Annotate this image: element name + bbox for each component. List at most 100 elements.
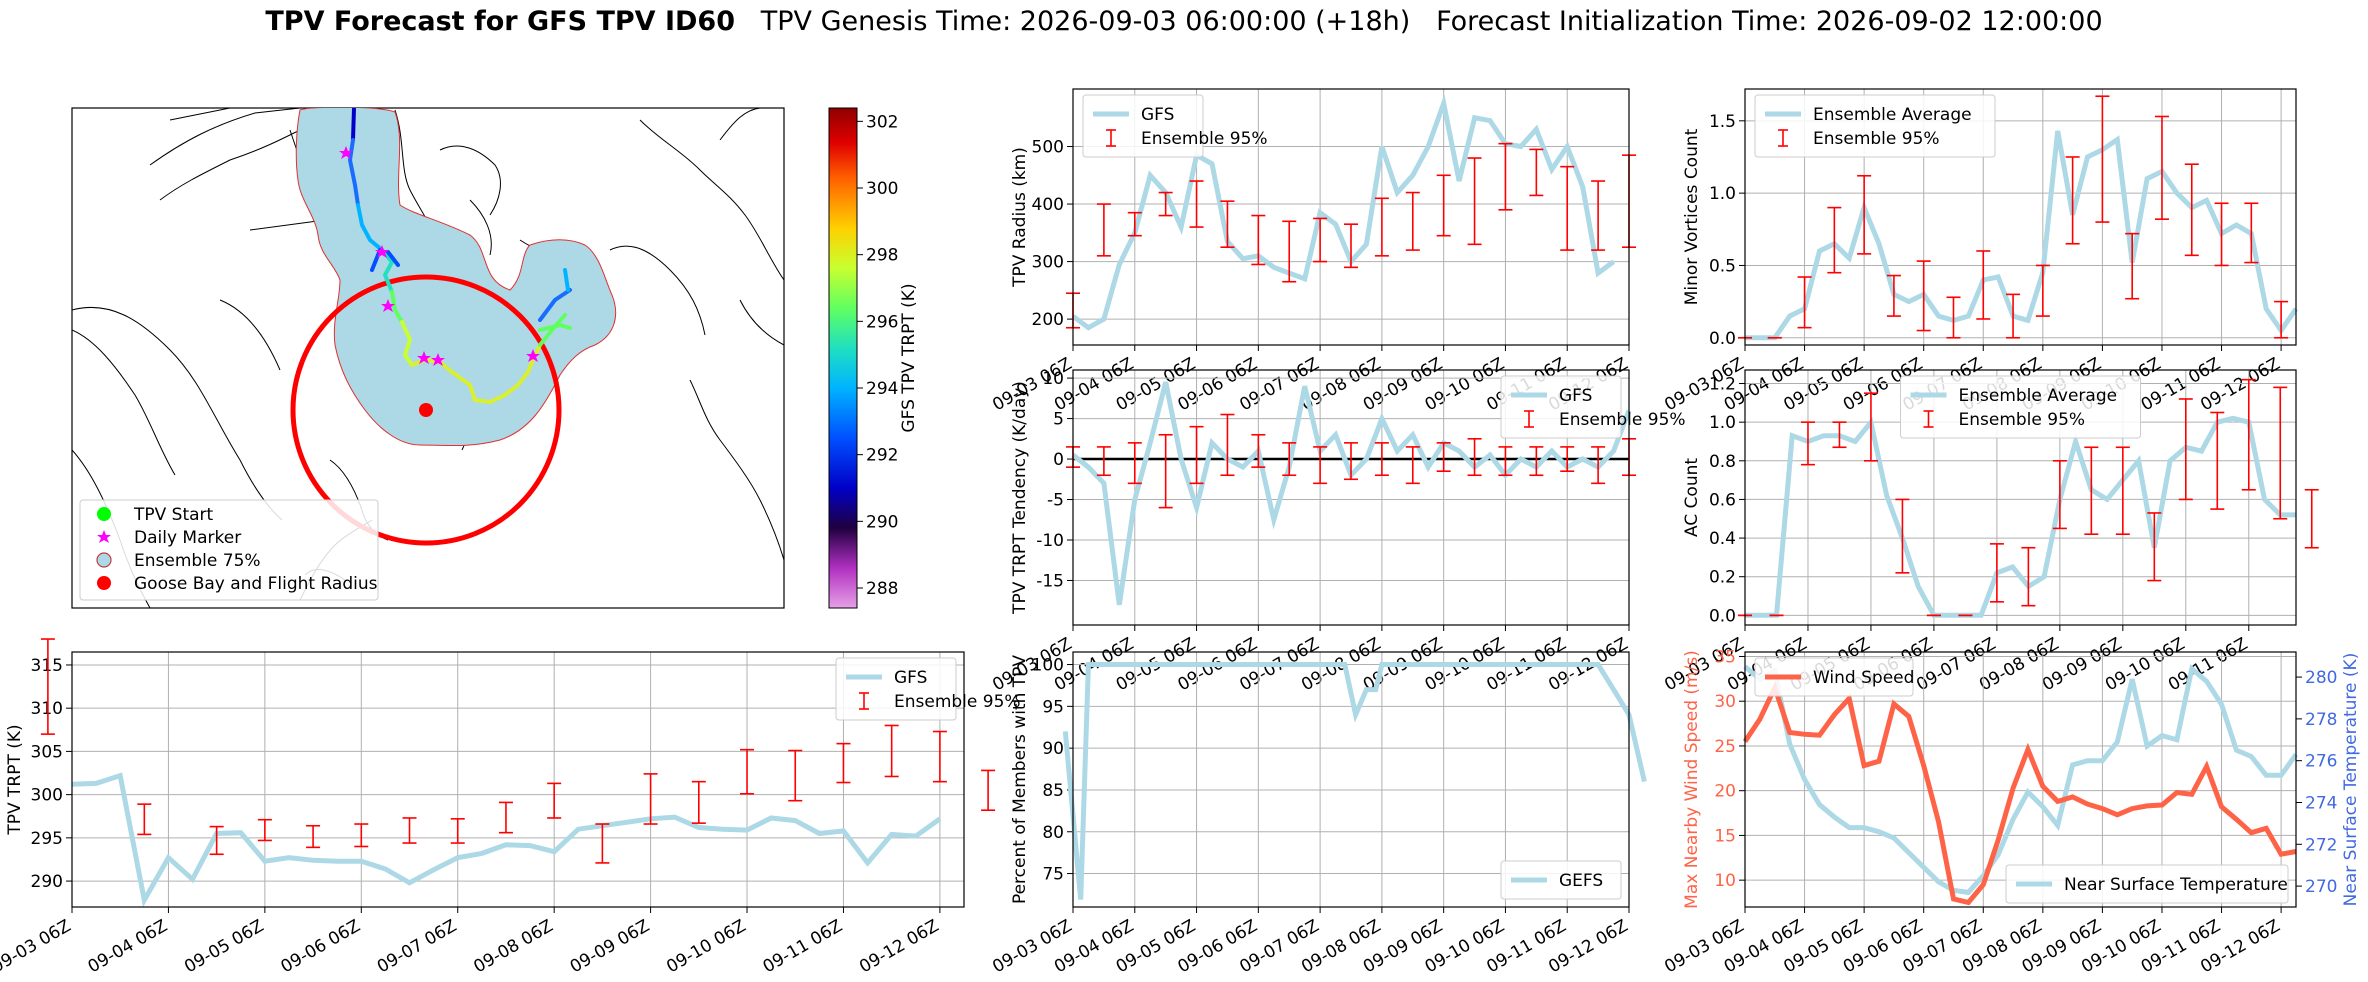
- x-tick-label: 09-07 06Z: [374, 916, 460, 977]
- y-tick-label: 1.0: [1709, 413, 1736, 433]
- ensemble-errorbar: [1405, 191, 1420, 251]
- ensemble-errorbar: [1127, 211, 1142, 237]
- axes-frame: [71, 651, 965, 908]
- ensemble-errorbar: [2154, 115, 2169, 220]
- ensemble-errorbar: [1096, 446, 1111, 477]
- chart-legend: Wind Speed: [1754, 657, 1914, 697]
- axes-frame: [1072, 369, 1630, 626]
- ensemble-errorbar: [1436, 442, 1451, 472]
- x-tick-label: 09-06 06Z: [278, 916, 364, 977]
- y-tick-label: 0.8: [1709, 452, 1736, 472]
- y-axis-label: TPV TRPT Tendency (K/day): [1010, 381, 1030, 615]
- legend-label: Ensemble Average: [1813, 105, 1972, 125]
- ensemble-errorbar: [643, 773, 658, 825]
- ensemble-errorbar: [137, 803, 152, 836]
- series-line-ac: [1745, 415, 2296, 618]
- ensemble-errorbar: [547, 782, 562, 819]
- ensemble-errorbar: [1282, 442, 1297, 477]
- ensemble-errorbar: [1344, 223, 1358, 269]
- axes-frame: [1744, 651, 2297, 908]
- legend-label-ensemble: Ensemble 75%: [134, 551, 261, 571]
- legend-label-daily: Daily Marker: [134, 528, 241, 548]
- ensemble-errorbar: [402, 817, 417, 844]
- ensemble-errorbar: [1976, 250, 1991, 320]
- y2-tick-label: 274: [2305, 793, 2337, 813]
- y-tick-label: 1.5: [1709, 112, 1736, 132]
- legend-label: Ensemble 95%: [1813, 129, 1940, 149]
- daily-marker-star: [381, 299, 395, 312]
- ensemble-errorbar: [2052, 459, 2067, 530]
- y-tick-label: 0.6: [1709, 490, 1736, 510]
- y-tick-label: 1.2: [1709, 375, 1736, 395]
- y-tick-label: -10: [1036, 531, 1064, 551]
- ensemble-errorbar: [1827, 206, 1842, 274]
- map-content: [72, 108, 784, 608]
- ensemble-errorbar: [691, 780, 706, 824]
- y-tick-label: 400: [1032, 195, 1064, 215]
- y-axis-label: Percent of Members with TPV: [1010, 655, 1030, 904]
- ensemble-errorbar: [1405, 446, 1420, 485]
- ensemble-errorbar: [40, 638, 55, 735]
- y-tick-label: 95: [1042, 697, 1064, 717]
- x-tick-label: 09-10 06Z: [663, 916, 749, 977]
- colorbar-ticks: 288 290 292 294 296 298 300 302: [857, 112, 898, 599]
- ensemble-errorbar: [1436, 174, 1451, 237]
- ensemble-errorbar: [2178, 398, 2193, 501]
- ensemble-errorbar: [354, 823, 369, 848]
- daily-markers: [339, 146, 540, 366]
- legend-start-marker: [97, 507, 111, 521]
- y2-tick-label: 278: [2305, 710, 2337, 730]
- ensemble-errorbar: [1797, 276, 1812, 329]
- ensemble-errorbar: [1498, 446, 1513, 477]
- ensemble-errorbar: [1313, 446, 1328, 485]
- y2-tick-label: 270: [2305, 877, 2337, 897]
- legend-label-start: TPV Start: [133, 505, 214, 525]
- y-tick-label: 290: [31, 872, 63, 892]
- legend-ensemble-marker: [96, 552, 112, 568]
- legend-label: Ensemble Average: [1959, 386, 2118, 406]
- ensemble-errorbar: [1251, 433, 1266, 468]
- legend-label: Near Surface Temperature: [2064, 875, 2288, 895]
- ensemble-errorbar: [1189, 425, 1204, 485]
- ensemble-errorbar: [1895, 498, 1910, 574]
- y-tick-label: 315: [31, 656, 63, 676]
- ensemble-errorbar: [2241, 378, 2256, 491]
- chart-legend: GFS Ensemble 95%: [835, 657, 1021, 721]
- y-tick-label: 85: [1042, 781, 1064, 801]
- y-tick-label: 75: [1042, 865, 1064, 885]
- ensemble-errorbar: [836, 742, 851, 784]
- ensemble-errorbar: [1467, 157, 1482, 246]
- ensemble-errorbar: [1251, 214, 1266, 266]
- ensemble-errorbar: [2095, 95, 2110, 223]
- colorbar-label: GFS TPV TRPT (K): [899, 283, 919, 432]
- series-line-temperature: [1743, 664, 2299, 896]
- daily-marker-star: [339, 146, 353, 159]
- chart-legend: GFS Ensemble 95%: [1082, 94, 1268, 158]
- ensemble-errorbar: [932, 730, 947, 783]
- y-tick-label: 0.0: [1709, 329, 1736, 349]
- ensemble-errorbar: [2274, 300, 2289, 339]
- y-tick-label: 305: [31, 742, 63, 762]
- ensemble-errorbar: [1344, 442, 1358, 481]
- y-tick-label: 0.0: [1709, 606, 1736, 626]
- ensemble-errorbar: [1989, 543, 2004, 603]
- ensemble-errorbar: [498, 801, 513, 834]
- legend-label-goosebay: Goose Bay and Flight Radius: [134, 574, 378, 594]
- ensemble-errorbar: [2147, 512, 2162, 582]
- ensemble-errorbar: [1220, 200, 1235, 249]
- ensemble-errorbar: [1857, 174, 1872, 255]
- colorbar-tick-label: 292: [866, 446, 898, 466]
- x-tick-label: 09-04 06Z: [85, 916, 171, 977]
- y2-axis-label: Near Surface Temperature (K): [2341, 653, 2361, 907]
- legend-label: Ensemble 95%: [1141, 129, 1268, 149]
- ensemble-errorbar: [1282, 220, 1297, 283]
- y-axis-label: AC Count: [1682, 458, 1702, 537]
- series-line-gefs: [1062, 662, 1647, 900]
- ensemble-errorbar: [1313, 217, 1328, 263]
- colorbar: 288 290 292 294 296 298 300 302 GFS TPV TRPT (K…: [828, 107, 919, 609]
- ensemble-errorbar: [1096, 203, 1111, 257]
- y-tick-label: -15: [1036, 571, 1064, 591]
